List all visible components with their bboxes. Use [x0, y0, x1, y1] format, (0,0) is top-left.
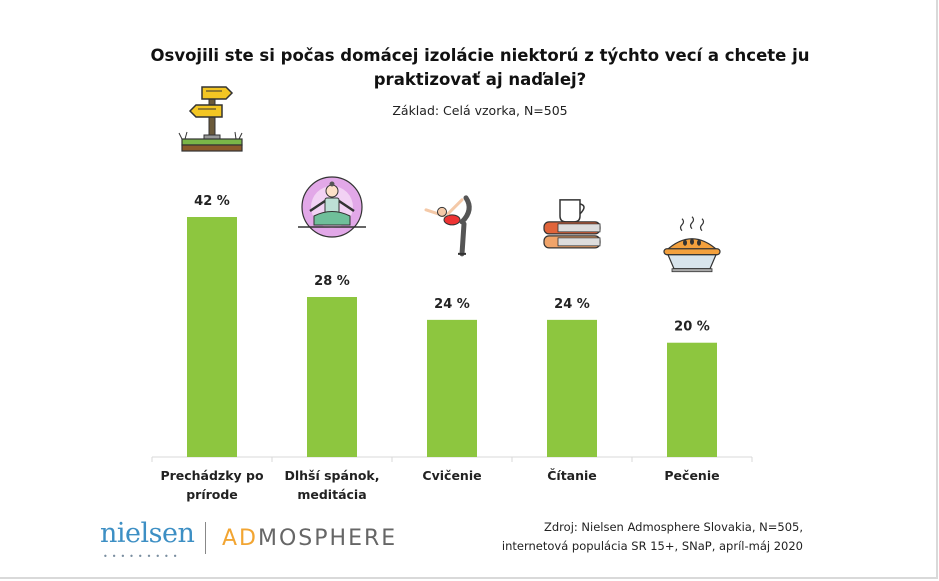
bar-4	[547, 319, 597, 457]
data-label-1: 42 %	[194, 194, 230, 209]
icons-group	[178, 86, 721, 273]
category-label-line: Čítanie	[547, 468, 597, 483]
category-label-line: Prechádzky po	[160, 468, 264, 483]
bar-1	[187, 217, 237, 457]
nielsen-logo: nielsen	[100, 518, 195, 549]
source-note: Zdroj: Nielsen Admosphere Slovakia, N=50…	[502, 518, 803, 556]
nielsen-logo-dots: •••••••••	[103, 552, 182, 561]
category-label-line: Pečenie	[664, 468, 720, 483]
admosphere-logo-ad: AD	[222, 526, 258, 551]
pie-icon	[663, 216, 721, 273]
signpost-icon	[178, 86, 243, 152]
chart-title: Osvojili ste si počas domácej izolácie n…	[120, 44, 840, 92]
data-label-4: 24 %	[554, 297, 590, 312]
x-axis-ticks	[151, 457, 753, 462]
category-label-line: prírode	[186, 487, 238, 502]
chart-title-line-2: praktizovať aj naďalej?	[373, 70, 587, 89]
category-label-5: Pečenie	[632, 466, 752, 485]
data-labels-group: 42 % 28 % 24 % 24 % 20 %	[194, 194, 710, 335]
data-label-2: 28 %	[314, 274, 350, 289]
category-label-4: Čítanie	[512, 466, 632, 485]
bar-2	[307, 297, 357, 457]
admosphere-logo: ADMOSPHERE	[222, 526, 397, 551]
chart-title-line-1: Osvojili ste si počas domácej izolácie n…	[150, 46, 810, 65]
category-label-2: Dlhší spánok, meditácia	[272, 466, 392, 504]
category-label-line: Dlhší spánok,	[284, 468, 380, 483]
bar-3	[427, 319, 477, 457]
books-coffee-icon	[543, 199, 601, 249]
meditation-icon	[296, 175, 368, 239]
category-label-1: Prechádzky po prírode	[152, 466, 272, 504]
category-label-line: Cvičenie	[422, 468, 482, 483]
category-label-line: meditácia	[297, 487, 367, 502]
data-label-5: 20 %	[674, 320, 710, 335]
source-line-2: internetová populácia SR 15+, SNaP, aprí…	[501, 539, 803, 553]
category-label-3: Cvičenie	[392, 466, 512, 485]
source-line-1: Zdroj: Nielsen Admosphere Slovakia, N=50…	[544, 520, 803, 534]
admosphere-logo-rest: MOSPHERE	[258, 526, 398, 551]
bar-5	[667, 342, 717, 457]
chart-subtitle: Základ: Celá vzorka, N=505	[392, 103, 568, 118]
yoga-icon	[426, 198, 469, 254]
data-label-3: 24 %	[434, 297, 470, 312]
logo-separator	[205, 522, 206, 554]
bars-group	[187, 217, 717, 457]
